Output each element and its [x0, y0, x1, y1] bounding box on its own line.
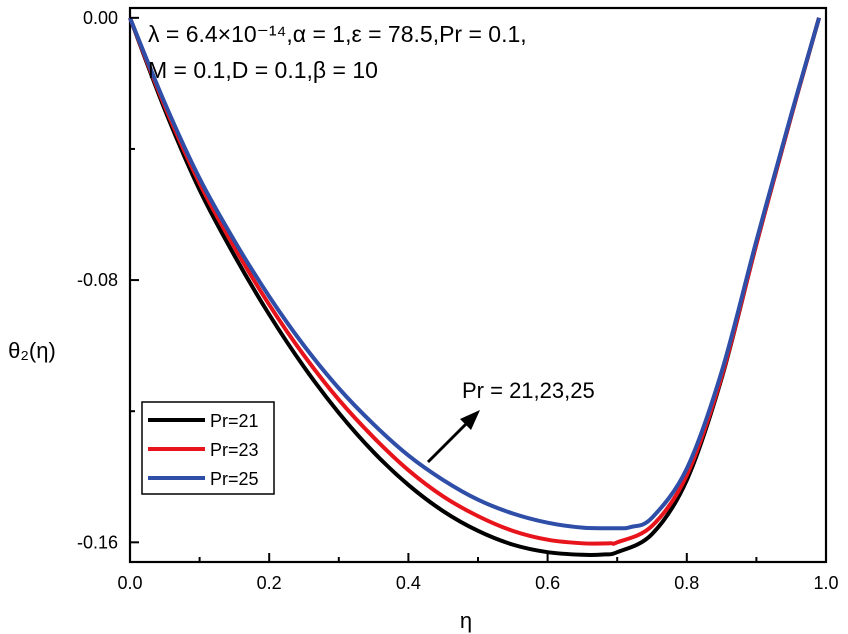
- annotation-text: Pr = 21,23,25: [462, 378, 595, 403]
- x-tick-label: 0.8: [674, 573, 699, 593]
- x-tick-label: 0.6: [535, 573, 560, 593]
- tick-layer: 0.0 0.2 0.4 0.6 0.8 1.0 0.00 -0.08 -0.16: [77, 8, 839, 593]
- annotation-arrow-shaft: [426, 418, 472, 464]
- series-line-pr25: [128, 17, 821, 531]
- legend: Pr=21 Pr=23 Pr=25: [141, 401, 275, 495]
- legend-label-pr25: Pr=25: [210, 469, 259, 489]
- y-tick-label: -0.16: [77, 532, 118, 552]
- x-tick-label: 1.0: [813, 573, 838, 593]
- legend-label-pr23: Pr=23: [210, 440, 259, 460]
- parameters-line-1: λ = 6.4×10⁻¹⁴,α = 1,ε = 78.5,Pr = 0.1,: [148, 21, 527, 47]
- y-tick-label: 0.00: [83, 8, 118, 28]
- annotation-arrow-icon: [460, 410, 480, 430]
- annotation-group: Pr = 21,23,25: [426, 378, 595, 464]
- x-tick-label: 0.4: [396, 573, 421, 593]
- legend-label-pr21: Pr=21: [210, 411, 259, 431]
- y-tick-label: -0.08: [77, 270, 118, 290]
- x-axis-label: η: [460, 608, 472, 633]
- parameters-line-2: M = 0.1,D = 0.1,β = 10: [148, 57, 378, 83]
- series-layer: [128, 17, 821, 557]
- x-tick-label: 0.0: [117, 573, 142, 593]
- parameters-box: λ = 6.4×10⁻¹⁴,α = 1,ε = 78.5,Pr = 0.1, M…: [148, 21, 527, 83]
- y-axis-label: θ₂(η): [8, 338, 56, 363]
- x-tick-label: 0.2: [257, 573, 282, 593]
